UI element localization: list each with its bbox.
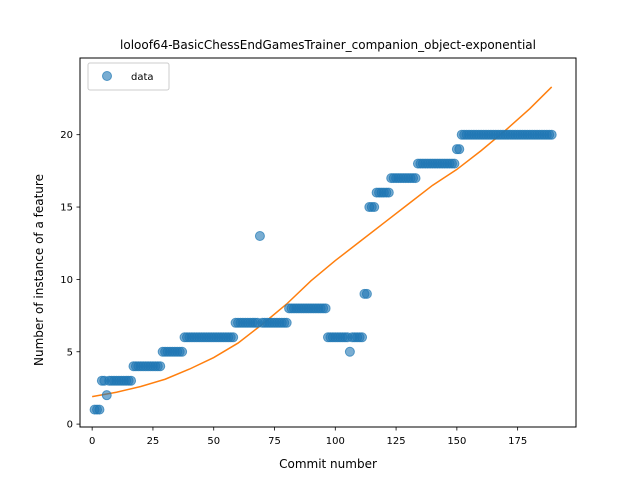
data-point [357, 332, 368, 343]
x-tick-label: 25 [147, 436, 160, 447]
axes-frame [79, 57, 577, 428]
y-tick-label: 10 [60, 275, 73, 286]
data-point [126, 375, 137, 386]
legend-label-data: data [131, 72, 154, 83]
axes: 0 25 50 75 100 125 150 175 0 5 10 15 20 [60, 57, 577, 447]
x-tick-label: 0 [89, 436, 95, 447]
data-point [94, 404, 105, 415]
data-point [361, 288, 372, 299]
y-tick-label: 0 [67, 420, 73, 431]
data-point [383, 187, 394, 198]
legend-frame [87, 62, 170, 91]
fit-line [92, 86, 553, 398]
x-tick-label: 175 [508, 436, 527, 447]
data-point [344, 346, 355, 357]
fit-line-layer [92, 86, 553, 398]
y-axis-label: Number of instance of a feature [32, 174, 46, 366]
legend: data [87, 62, 170, 91]
legend-marker-data [102, 71, 112, 81]
data-point [454, 144, 465, 155]
data-point [177, 346, 188, 357]
data-points-layer [89, 129, 557, 415]
data-point [320, 303, 331, 314]
data-point [281, 317, 292, 328]
data-point [449, 158, 460, 169]
x-tick-label: 50 [207, 436, 220, 447]
x-tick-label: 150 [447, 436, 466, 447]
data-point [410, 173, 421, 184]
x-axis-label: Commit number [279, 457, 377, 471]
data-point [101, 390, 112, 401]
data-point [254, 230, 265, 241]
data-point [155, 361, 166, 372]
data-point [546, 129, 557, 140]
x-tick-label: 75 [268, 436, 281, 447]
data-point [369, 202, 380, 213]
y-tick-label: 15 [60, 203, 73, 214]
x-tick-label: 125 [387, 436, 406, 447]
y-tick-label: 20 [60, 130, 73, 141]
chart-title: loloof64-BasicChessEndGamesTrainer_compa… [120, 38, 536, 52]
x-tick-label: 100 [326, 436, 345, 447]
y-tick-label: 5 [67, 347, 73, 358]
data-point [228, 332, 239, 343]
